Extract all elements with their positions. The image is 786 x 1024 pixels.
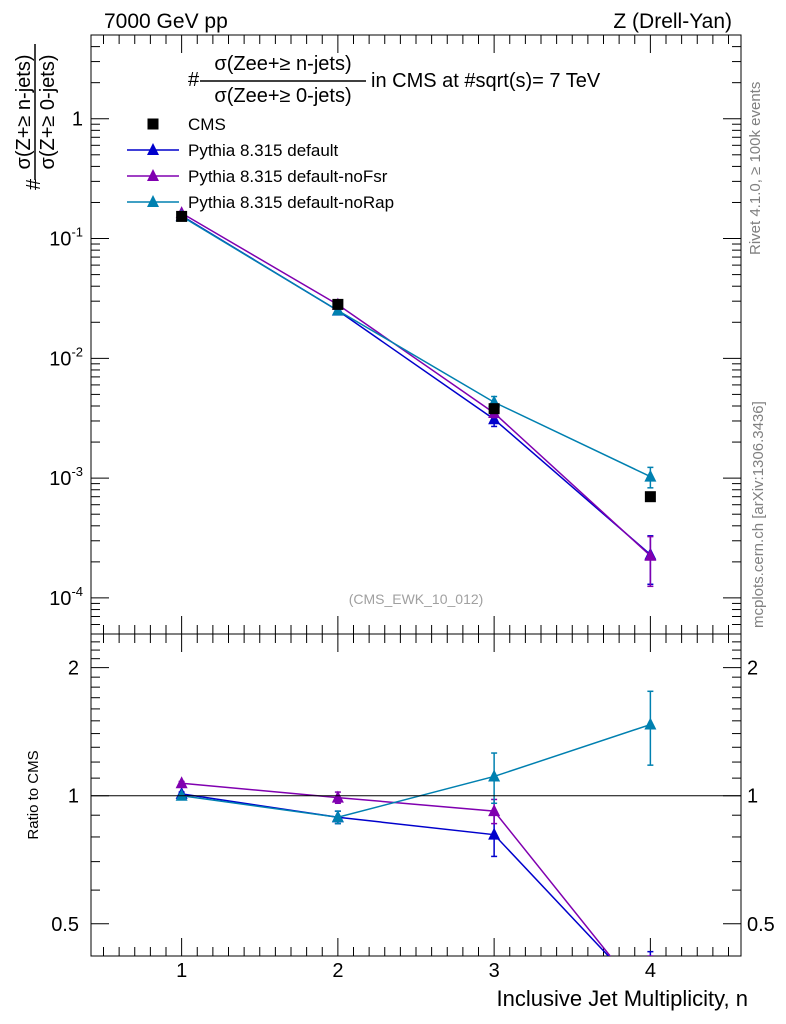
ratio-axis-label: Ratio to CMS [25, 750, 42, 839]
data-point-cms [488, 403, 500, 415]
data-point-noRap [644, 469, 657, 482]
header-right: Z (Drell-Yan) [613, 10, 732, 33]
legend-entry-cms: CMS [147, 115, 226, 134]
ratio-point-noRap [331, 810, 344, 823]
ratio-point-noFsr [175, 776, 188, 789]
series-noFsr [175, 206, 657, 588]
ratio-y-tick-label-right: 2 [747, 658, 758, 680]
plot-title: # σ(Zee+≥ n-jets) σ(Zee+≥ 0-jets) in CMS… [188, 53, 601, 107]
ratio-y-tick-label-right: 0.5 [747, 914, 775, 936]
legend-marker-noFsr [147, 169, 159, 181]
main-y-tick-label: 10-4 [49, 584, 83, 610]
legend: CMS Pythia 8.315 default Pythia 8.315 defa… [127, 115, 394, 212]
main-y-tick-label: 1 [72, 109, 83, 131]
ratio-line-noFsr [181, 782, 612, 956]
header-left: 7000 GeV pp [104, 10, 228, 33]
x-tick-label: 4 [645, 960, 656, 982]
series-default [175, 208, 657, 586]
ratio-series-noRap [175, 690, 657, 825]
y-axis-label-numerator: σ(Z+≥ n-jets) [13, 55, 35, 170]
legend-marker-noRap [147, 195, 159, 207]
ratio-y-tick-label: 1 [68, 786, 79, 808]
main-plot-series [175, 206, 657, 588]
ratio-line-default [181, 793, 610, 956]
series-cms [176, 210, 656, 503]
rivet-label: Rivet 4.1.0, ≥ 100k events [747, 82, 764, 255]
y-axis-label-denominator: σ(Z+≥ 0-jets) [37, 55, 59, 170]
main-y-tick-label: 10-2 [49, 344, 83, 370]
ratio-plot-series [175, 690, 657, 956]
ratio-line-noRap [181, 723, 651, 819]
ratio-point-noRap [644, 717, 657, 730]
ratio-y-tick-label: 2 [68, 658, 79, 680]
ratio-y-tick-label-right: 1 [747, 786, 758, 808]
x-tick-label: 2 [332, 960, 343, 982]
data-point-cms [644, 491, 656, 503]
series-line-noFsr [181, 212, 651, 557]
data-point-cms [176, 210, 188, 222]
series-line-noRap [181, 215, 651, 478]
analysis-id: (CMS_EWK_10_012) [349, 591, 484, 607]
ratio-axis-ticks: 0.5 0.5 1 1 2 2 [51, 634, 775, 956]
plot-title-numerator: σ(Zee+≥ n-jets) [214, 53, 351, 75]
main-y-tick-label: 10-3 [49, 464, 83, 490]
mcplots-label: mcplots.cern.ch [arXiv:1306.3436] [750, 401, 767, 628]
x-tick-labels: 1 2 3 4 [176, 960, 656, 982]
data-point-cms [332, 298, 344, 310]
ratio-point-noFsr [488, 804, 501, 817]
plot-title-denominator: σ(Zee+≥ 0-jets) [214, 85, 351, 107]
legend-entry-default: Pythia 8.315 default [127, 141, 339, 160]
legend-label-noFsr: Pythia 8.315 default-noFsr [188, 167, 388, 186]
y-axis-label: # σ(Z+≥ n-jets) σ(Z+≥ 0-jets) [13, 44, 59, 190]
legend-entry-noRap: Pythia 8.315 default-noRap [127, 193, 394, 212]
legend-marker-cms [147, 118, 159, 130]
main-y-tick-label: 10-1 [49, 225, 83, 251]
plot-title-prefix: # [188, 69, 200, 91]
legend-marker-default [147, 143, 159, 155]
series-line-default [181, 215, 651, 556]
ratio-point-default [488, 827, 501, 840]
y-axis-label-prefix: # [23, 178, 45, 190]
ratio-y-tick-label: 0.5 [51, 914, 79, 936]
ratio-point-noRap [175, 788, 188, 801]
ratio-point-noFsr [331, 790, 344, 803]
data-point-noFsr [644, 548, 657, 561]
legend-entry-noFsr: Pythia 8.315 default-noFsr [127, 167, 388, 186]
legend-label-default: Pythia 8.315 default [188, 141, 339, 160]
plot-title-suffix: in CMS at #sqrt(s)= 7 TeV [371, 70, 601, 92]
x-axis-label: Inclusive Jet Multiplicity, n [497, 986, 748, 1011]
x-tick-label: 3 [489, 960, 500, 982]
ratio-point-noRap [488, 769, 501, 782]
legend-label-noRap: Pythia 8.315 default-noRap [188, 193, 394, 212]
ratio-series-noFsr [175, 776, 654, 956]
legend-label-cms: CMS [188, 115, 226, 134]
x-tick-label: 1 [176, 960, 187, 982]
